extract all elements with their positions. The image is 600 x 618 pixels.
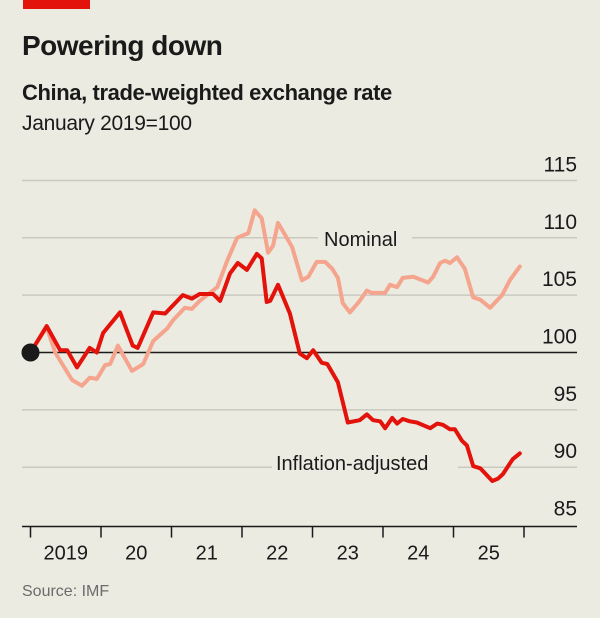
chart-title: Powering down bbox=[22, 30, 223, 61]
y-tick-label: 100 bbox=[542, 326, 577, 349]
x-tick-label: 22 bbox=[266, 543, 288, 565]
y-tick-label: 85 bbox=[554, 498, 577, 521]
x-tick-label: 24 bbox=[407, 543, 429, 565]
y-tick-label: 90 bbox=[554, 440, 577, 463]
chart-unit: January 2019=100 bbox=[22, 112, 192, 135]
x-tick-label: 25 bbox=[478, 543, 500, 565]
x-tick-label: 20 bbox=[125, 543, 147, 565]
y-tick-label: 105 bbox=[542, 268, 577, 291]
nominal-line bbox=[28, 208, 522, 388]
chart-subtitle: China, trade-weighted exchange rate bbox=[22, 80, 392, 105]
inflation-label-bg bbox=[272, 451, 458, 477]
x-tick-label: 2019 bbox=[44, 543, 89, 565]
x-tick-label: 23 bbox=[337, 543, 359, 565]
y-axis-labels: 85 90 95 100 105 110 115 bbox=[542, 153, 577, 520]
nominal-label-bg bbox=[318, 226, 412, 252]
source-note: Source: IMF bbox=[22, 583, 110, 600]
y-tick-label: 95 bbox=[554, 383, 577, 406]
inflation-adjusted-line bbox=[28, 251, 522, 483]
series-labels: Nominal Inflation-adjusted bbox=[272, 226, 458, 477]
series-lines bbox=[21, 208, 522, 483]
accent-bar bbox=[23, 0, 90, 9]
y-tick-label: 115 bbox=[544, 153, 577, 176]
gridlines bbox=[22, 179, 577, 468]
x-axis: 2019 20 21 22 23 24 25 bbox=[22, 525, 577, 565]
nominal-series-label: Nominal bbox=[324, 229, 397, 251]
y-tick-label: 110 bbox=[544, 211, 577, 234]
start-point-marker bbox=[21, 343, 40, 362]
x-tick-label: 21 bbox=[196, 543, 218, 565]
inflation-adjusted-series-label: Inflation-adjusted bbox=[276, 453, 428, 475]
